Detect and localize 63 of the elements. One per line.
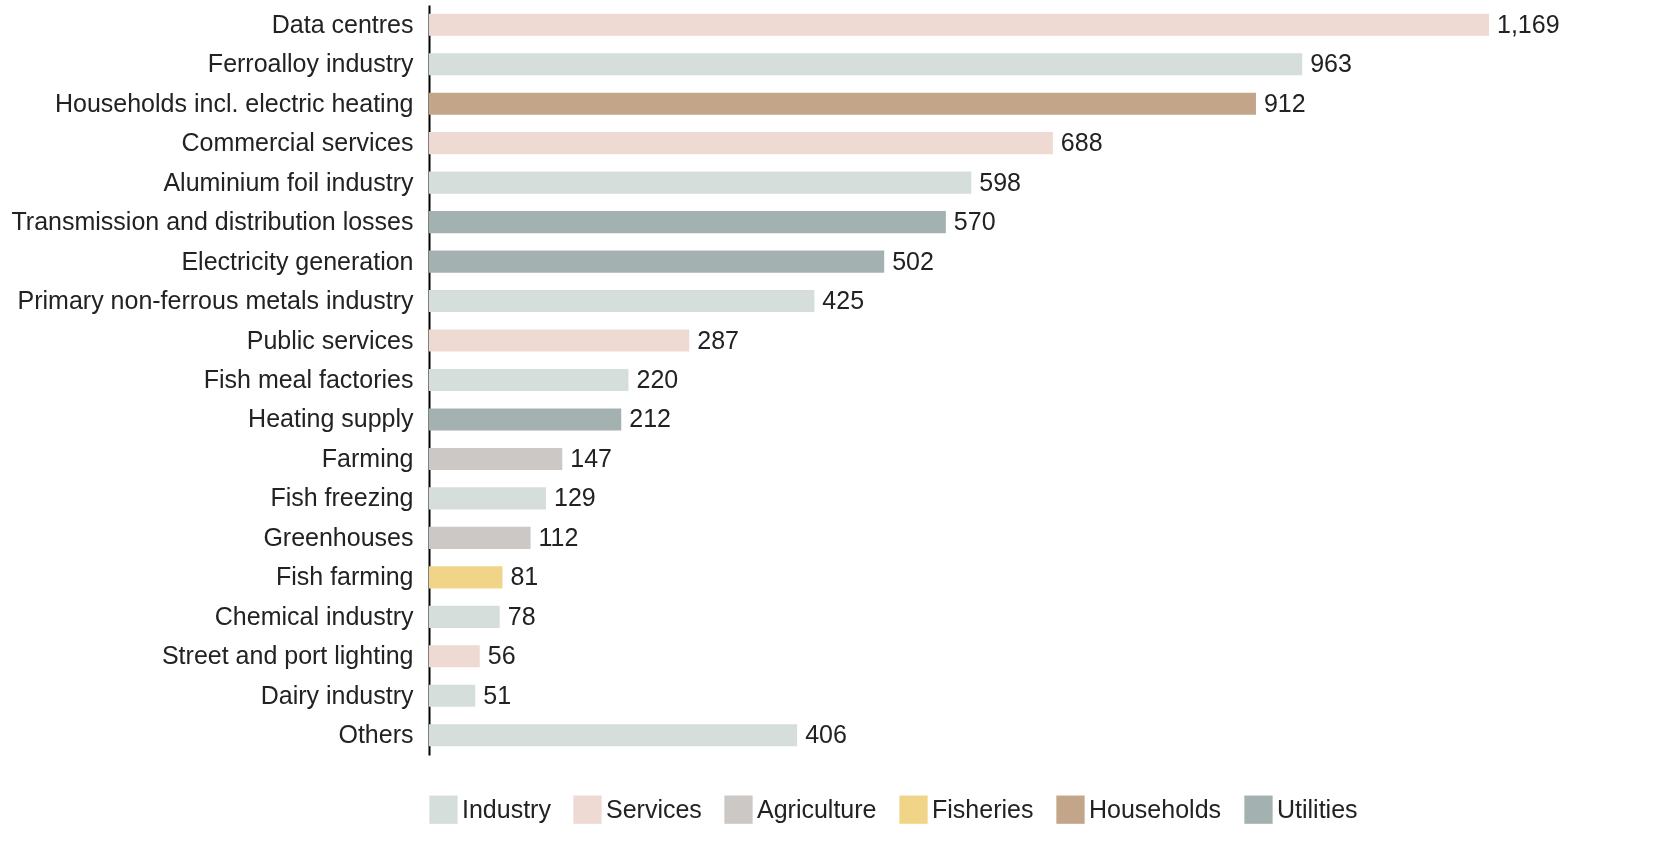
data-label: 78 [507,601,536,630]
bar [429,645,480,668]
y-tick-label: Dairy industry [260,680,414,709]
bar [429,53,1303,76]
y-tick-label: Ferroalloy industry [207,49,414,78]
y-tick-label: Fish farming [275,562,414,591]
data-label: 1,169 [1497,9,1560,38]
y-tick-label: Aluminium foil industry [163,167,414,196]
bar [429,408,622,431]
data-label: 81 [510,562,539,591]
y-tick-label: Greenhouses [263,522,414,551]
data-label: 51 [483,680,512,709]
y-tick-label: Fish freezing [270,483,414,512]
y-tick-label: Heating supply [248,404,414,433]
y-tick-label: Farming [321,443,414,472]
bar [429,526,531,549]
legend-label: Agriculture [757,794,877,823]
bar [429,171,972,194]
bar [429,92,1256,115]
y-tick-label: Chemical industry [214,601,414,630]
bar [429,684,476,707]
data-label: 129 [553,483,596,512]
legend-label: Industry [462,794,552,823]
legend-label: Households [1089,794,1222,823]
data-label: 220 [636,365,679,393]
data-label: 112 [538,522,579,551]
y-tick-label: Public services [246,325,414,354]
data-label: 598 [979,167,1021,196]
y-tick-label: Transmission and distribution losses [11,207,414,236]
data-label: 212 [629,404,671,433]
y-tick-label: Data centres [271,9,414,38]
y-tick-label: Street and port lighting [161,641,414,670]
y-tick-label: Households incl. electric heating [54,88,414,117]
bar [429,250,885,273]
bar [429,290,815,313]
bar [429,487,546,510]
data-label: 570 [953,207,996,236]
data-label: 963 [1310,49,1352,78]
data-label: 406 [805,720,847,749]
legend-label: Utilities [1277,794,1358,823]
data-label: 56 [487,641,516,670]
legend-label: Fisheries [932,794,1034,823]
bar [429,132,1053,155]
bar [429,13,1489,36]
bar [429,447,563,470]
bar [429,566,503,589]
y-tick-label: Fish meal factories [203,365,414,393]
data-label: 147 [570,443,613,472]
bar [429,724,798,747]
bar [429,211,946,234]
bar [429,329,690,352]
data-label: 688 [1060,128,1103,157]
bar [429,368,629,392]
legend-label: Services [606,794,702,823]
bar [429,605,500,628]
y-tick-label: Electricity generation [181,246,414,275]
data-label: 502 [892,246,934,275]
y-tick-label: Others [338,720,414,749]
data-label: 912 [1263,88,1306,117]
y-tick-label: Primary non-ferrous metals industry [17,286,414,315]
data-label: 287 [697,325,739,354]
y-tick-label: Commercial services [181,128,414,157]
data-label: 425 [822,286,865,315]
